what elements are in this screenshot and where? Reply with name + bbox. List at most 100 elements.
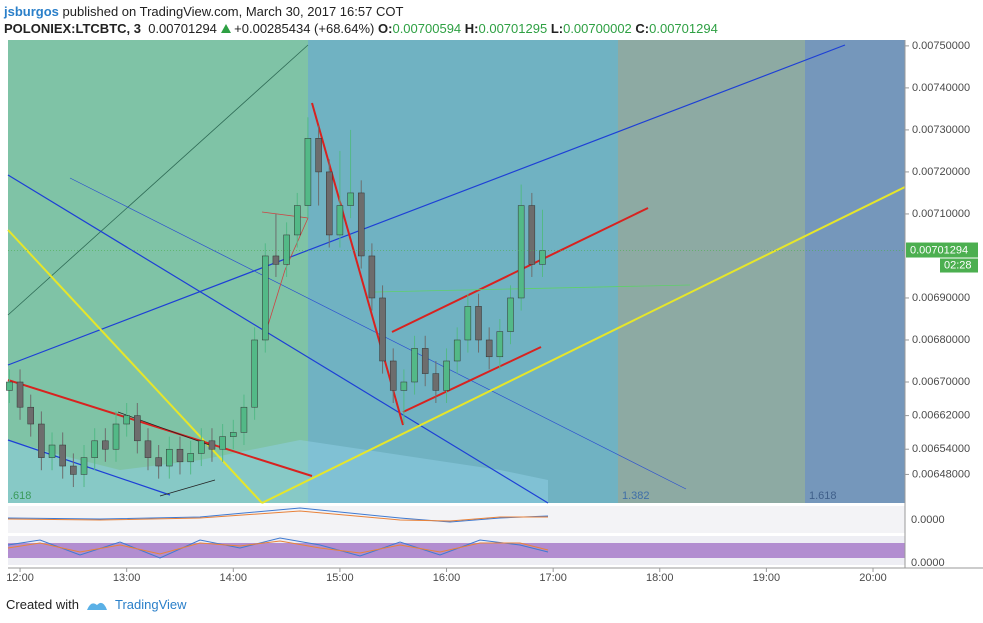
candle-body: [304, 138, 312, 206]
candle-body: [517, 205, 525, 299]
candle-body: [411, 348, 418, 383]
x-tick-label: 12:00: [6, 572, 34, 584]
h: 0.00701295: [478, 21, 548, 36]
candle-body: [230, 432, 237, 437]
y-tick-label: 0.00730000: [912, 124, 970, 136]
candle-body: [198, 440, 205, 454]
candle-body: [134, 415, 141, 442]
indicator-label: 0.0000: [911, 557, 945, 569]
fib-zone: [8, 40, 308, 503]
candle-body: [123, 415, 130, 425]
candle-body: [166, 448, 173, 467]
candle-body: [59, 444, 66, 467]
candle-body: [539, 250, 546, 265]
last-price-box: [906, 242, 978, 258]
candle-body: [112, 423, 120, 450]
candle-body: [379, 297, 386, 362]
x-tick-label: 15:00: [326, 572, 354, 584]
candle-body: [453, 339, 461, 362]
candle-body: [400, 381, 408, 391]
x-tick-label: 18:00: [646, 572, 674, 584]
candle-body: [315, 138, 322, 173]
candle-body: [389, 360, 397, 391]
y-tick-label: 0.00690000: [912, 292, 970, 304]
y-tick-label: 0.00720000: [912, 166, 970, 178]
indicator-line: [7, 537, 549, 559]
candle-body: [187, 453, 194, 463]
candle-body: [251, 339, 258, 408]
y-tick-label: 0.00670000: [912, 376, 970, 388]
fib-label: 1.618: [809, 490, 837, 502]
y-tick-label: 0.00710000: [912, 208, 970, 220]
candle-body: [208, 440, 216, 450]
candle-body: [283, 234, 290, 265]
y-tick-label: 0.00740000: [912, 82, 970, 94]
indicator-line: [7, 507, 549, 523]
candle-body: [464, 306, 472, 341]
candle-body: [507, 297, 514, 332]
fib-label: .618: [10, 490, 31, 502]
candle-body: [102, 440, 109, 450]
candle-body: [421, 348, 429, 374]
brand[interactable]: TradingView: [114, 597, 187, 612]
candle-body: [6, 381, 13, 391]
candle-body: [496, 331, 504, 358]
y-tick-label: 0.00680000: [912, 334, 970, 346]
candle-body: [240, 406, 248, 433]
countdown-label: 02:28: [944, 259, 972, 271]
o-label: O:: [378, 21, 393, 36]
c: 0.00701294: [649, 21, 718, 36]
candle-body: [48, 444, 56, 458]
indicator-line: [7, 540, 549, 555]
candle-body: [294, 205, 301, 236]
candle-body: [16, 381, 24, 408]
up-arrow: [220, 24, 231, 33]
candle-body: [325, 171, 333, 236]
candle-body: [80, 457, 88, 475]
candle-body: [91, 440, 98, 458]
candle-body: [357, 192, 365, 257]
symbol: POLONIEX:LTCBTC, 3: [4, 21, 141, 36]
created: Created with: [6, 597, 79, 612]
author: jsburgos: [4, 4, 59, 19]
x-tick-label: 13:00: [113, 572, 141, 584]
indicator-pane: [8, 506, 905, 533]
candle-body: [70, 465, 77, 475]
fib-label: 1.382: [622, 490, 650, 502]
candle-body: [38, 423, 45, 458]
fib-zone: [308, 40, 618, 503]
indicator-label: 0.0000: [911, 514, 945, 526]
last-price-label: 0.00701294: [910, 244, 968, 256]
candle-body: [475, 306, 482, 341]
candle-body: [27, 406, 34, 425]
candle-body: [155, 457, 162, 467]
candle-body: [219, 436, 226, 450]
y-tick-label: 0.00654000: [912, 443, 970, 455]
l-label: L:: [550, 21, 564, 36]
h-label: H:: [464, 21, 479, 36]
y-tick-label: 0.00662000: [912, 410, 970, 422]
y-tick-label: 0.00648000: [912, 468, 970, 480]
x-tick-label: 17:00: [539, 572, 567, 584]
candle-body: [432, 373, 440, 391]
indicator-line: [7, 510, 548, 522]
symbol-line: POLONIEX:LTCBTC, 3 0.00701294 +0.0028543…: [4, 21, 718, 36]
published: published on TradingView.com, March 30, …: [62, 4, 404, 19]
candle-body: [336, 205, 344, 236]
l: 0.00700002: [563, 21, 632, 36]
fib-zone: [805, 40, 905, 503]
volume-area: [8, 440, 548, 503]
candle-body: [528, 205, 536, 265]
y-tick-label: 0.00750000: [912, 40, 970, 52]
candle-body: [485, 339, 493, 358]
candle-body: [368, 255, 376, 299]
last: 0.00701294: [148, 21, 217, 36]
candle-body: [262, 255, 269, 341]
countdown-box: [940, 258, 978, 273]
footer: Created with TradingView: [6, 597, 187, 612]
candle-body: [176, 448, 184, 463]
change: +0.00285434 (+68.64%): [234, 21, 375, 36]
candle-body: [272, 255, 280, 265]
